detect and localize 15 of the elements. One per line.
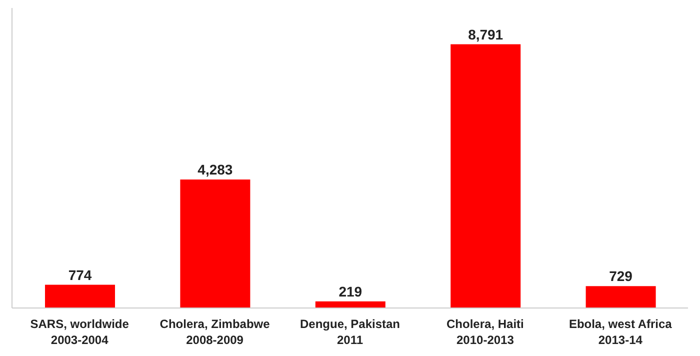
x-tick-label: Dengue, Pakistan 2011 (300, 317, 400, 347)
x-tick-label: Cholera, Zimbabwe 2008-2009 (160, 317, 270, 347)
bar (180, 180, 250, 308)
data-label: 729 (609, 268, 633, 284)
data-label: 219 (338, 283, 362, 300)
bar (586, 286, 656, 308)
bar (315, 301, 386, 308)
bar (45, 284, 115, 308)
data-label: 8,791 (468, 26, 504, 42)
data-label: 774 (68, 266, 92, 283)
x-tick-label: SARS, worldwide 2003-2004 (30, 317, 130, 347)
x-tick-label: Ebola, west Africa 2013-14 (568, 317, 672, 347)
bar (450, 44, 521, 308)
x-tick-label: Cholera, Haiti 2010-2013 (446, 317, 524, 347)
data-label: 4,283 (198, 162, 233, 178)
